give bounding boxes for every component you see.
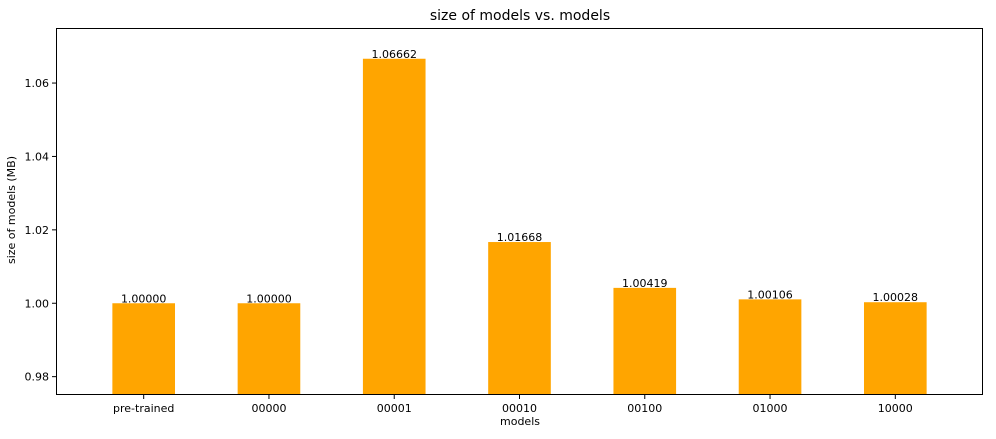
data-label-01000: 1.00106: [747, 288, 793, 301]
bars-layer: [112, 58, 927, 395]
bar-pre-trained: [112, 303, 176, 395]
data-labels-layer: 1.00000 1.00000 1.06662 1.01668 1.00419 1.001…: [121, 48, 918, 305]
data-label-00001: 1.06662: [371, 48, 417, 61]
x-tick-label-00010: 00010: [502, 402, 537, 415]
x-axis-label: models: [500, 415, 540, 428]
x-tick-label-01000: 01000: [753, 402, 788, 415]
x-tick-label-pre-trained: pre-trained: [113, 402, 174, 415]
y-ticks-layer: 0.98 1.00 1.02 1.04 1.06: [25, 77, 56, 384]
x-ticks-layer: pre-trained 00000 00001 00010 00100 01000 1000…: [113, 395, 913, 415]
plot-frame: [56, 28, 983, 395]
y-tick-label-4: 1.06: [25, 77, 50, 90]
x-tick-label-10000: 10000: [878, 402, 913, 415]
bar-00001: [362, 58, 426, 395]
chart-title: size of models vs. models: [430, 8, 610, 24]
y-tick-label-2: 1.02: [25, 224, 50, 237]
y-tick-label-0: 0.98: [25, 371, 50, 384]
bar-00000: [237, 303, 301, 395]
bar-10000: [863, 302, 927, 395]
x-tick-label-00001: 00001: [377, 402, 412, 415]
x-tick-label-00000: 00000: [251, 402, 286, 415]
bar-01000: [738, 299, 802, 395]
data-label-00010: 1.01668: [497, 231, 543, 244]
y-axis-label: size of models (MB): [5, 156, 18, 264]
data-label-00100: 1.00419: [622, 277, 668, 290]
bar-00010: [488, 242, 551, 395]
data-label-10000: 1.00028: [873, 291, 919, 304]
y-tick-label-3: 1.04: [25, 150, 50, 163]
x-tick-label-00100: 00100: [627, 402, 662, 415]
bar-00100: [613, 287, 677, 395]
data-label-00000: 1.00000: [246, 292, 292, 305]
y-tick-label-1: 1.00: [25, 297, 50, 310]
data-label-pre-trained: 1.00000: [121, 292, 167, 305]
